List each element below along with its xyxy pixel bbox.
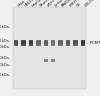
Bar [14, 44, 18, 45]
Bar [73, 45, 78, 46]
Text: 25kDa-: 25kDa- [0, 39, 11, 43]
Bar [81, 42, 85, 43]
Bar [58, 41, 63, 42]
Text: HEK293: HEK293 [24, 0, 37, 8]
Text: COLO320: COLO320 [84, 0, 99, 8]
Bar [44, 43, 48, 44]
Bar [73, 42, 78, 43]
Bar [21, 44, 26, 45]
Bar [29, 42, 33, 43]
Text: 15kDa-: 15kDa- [0, 25, 11, 29]
Text: RAW264.7: RAW264.7 [61, 0, 78, 8]
Bar [66, 45, 70, 46]
Bar [29, 41, 33, 42]
Text: C6: C6 [76, 2, 82, 8]
Bar [44, 44, 48, 45]
Bar [44, 40, 48, 41]
Text: Neuro-2a: Neuro-2a [39, 0, 54, 8]
Bar [36, 42, 41, 43]
Bar [66, 42, 70, 43]
Bar [36, 40, 41, 41]
Bar [29, 44, 33, 45]
Bar [21, 40, 26, 41]
Bar [51, 42, 56, 43]
Bar [14, 41, 18, 42]
Text: 40kDa-: 40kDa- [0, 56, 11, 60]
Bar [51, 43, 56, 44]
Bar [81, 44, 85, 45]
Bar [51, 45, 56, 46]
Text: - PCMT1: - PCMT1 [87, 41, 100, 45]
Text: HeLa: HeLa [16, 0, 26, 8]
Bar [73, 40, 78, 41]
Bar [29, 45, 33, 46]
Bar [73, 43, 78, 44]
Bar [66, 43, 70, 44]
Bar [21, 43, 26, 44]
Text: 30kDa-: 30kDa- [0, 45, 11, 49]
Bar [51, 44, 56, 45]
Text: HepG2: HepG2 [31, 0, 43, 8]
Bar [58, 45, 63, 46]
Bar [58, 42, 63, 43]
Text: NIH3T3: NIH3T3 [69, 0, 81, 8]
Bar [51, 41, 56, 42]
Bar [14, 40, 18, 41]
Text: Jurkat: Jurkat [54, 0, 64, 8]
Bar [44, 45, 48, 46]
Bar [66, 40, 70, 41]
Bar [29, 40, 33, 41]
Bar [73, 41, 78, 42]
Bar [14, 43, 18, 44]
Bar [21, 45, 26, 46]
Bar [81, 45, 85, 46]
Bar [51, 59, 56, 62]
Text: MCF7: MCF7 [46, 0, 56, 8]
Bar [29, 43, 33, 44]
Bar [66, 41, 70, 42]
Bar [73, 44, 78, 45]
Bar [14, 45, 18, 46]
Bar [21, 42, 26, 43]
Bar [66, 44, 70, 45]
Bar [81, 43, 85, 44]
Bar [58, 44, 63, 45]
Bar [58, 40, 63, 41]
Bar [81, 41, 85, 42]
Bar [51, 40, 56, 41]
Bar [36, 44, 41, 45]
Bar [21, 41, 26, 42]
Bar [36, 45, 41, 46]
Bar [44, 59, 48, 62]
Bar [81, 40, 85, 41]
Bar [36, 41, 41, 42]
Bar [36, 43, 41, 44]
Bar [44, 42, 48, 43]
Text: 50kDa-: 50kDa- [0, 62, 11, 67]
Bar [44, 41, 48, 42]
Text: 75kDa-: 75kDa- [0, 73, 11, 77]
Bar [58, 43, 63, 44]
Bar [14, 42, 18, 43]
Bar [13, 7, 86, 89]
